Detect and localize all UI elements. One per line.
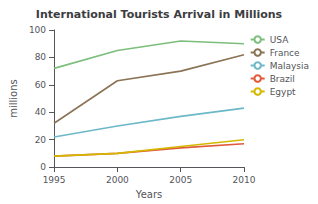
svg-text:Years: Years <box>135 189 162 200</box>
svg-text:1995: 1995 <box>43 175 66 185</box>
svg-text:USA: USA <box>270 35 289 45</box>
svg-text:2000: 2000 <box>106 175 129 185</box>
svg-text:60: 60 <box>35 80 47 90</box>
svg-text:40: 40 <box>35 107 47 117</box>
svg-text:France: France <box>270 48 300 58</box>
svg-text:Egypt: Egypt <box>270 87 296 97</box>
svg-text:2005: 2005 <box>169 175 192 185</box>
svg-text:80: 80 <box>35 52 47 62</box>
svg-text:2010: 2010 <box>233 175 256 185</box>
svg-text:Brazil: Brazil <box>270 74 295 84</box>
svg-text:millions: millions <box>8 79 19 118</box>
svg-text:20: 20 <box>35 135 47 145</box>
svg-text:Malaysia: Malaysia <box>270 61 309 71</box>
svg-text:International Tourists Arrival: International Tourists Arrival in Millio… <box>36 8 283 21</box>
svg-text:0: 0 <box>40 162 46 172</box>
svg-text:100: 100 <box>29 25 46 35</box>
